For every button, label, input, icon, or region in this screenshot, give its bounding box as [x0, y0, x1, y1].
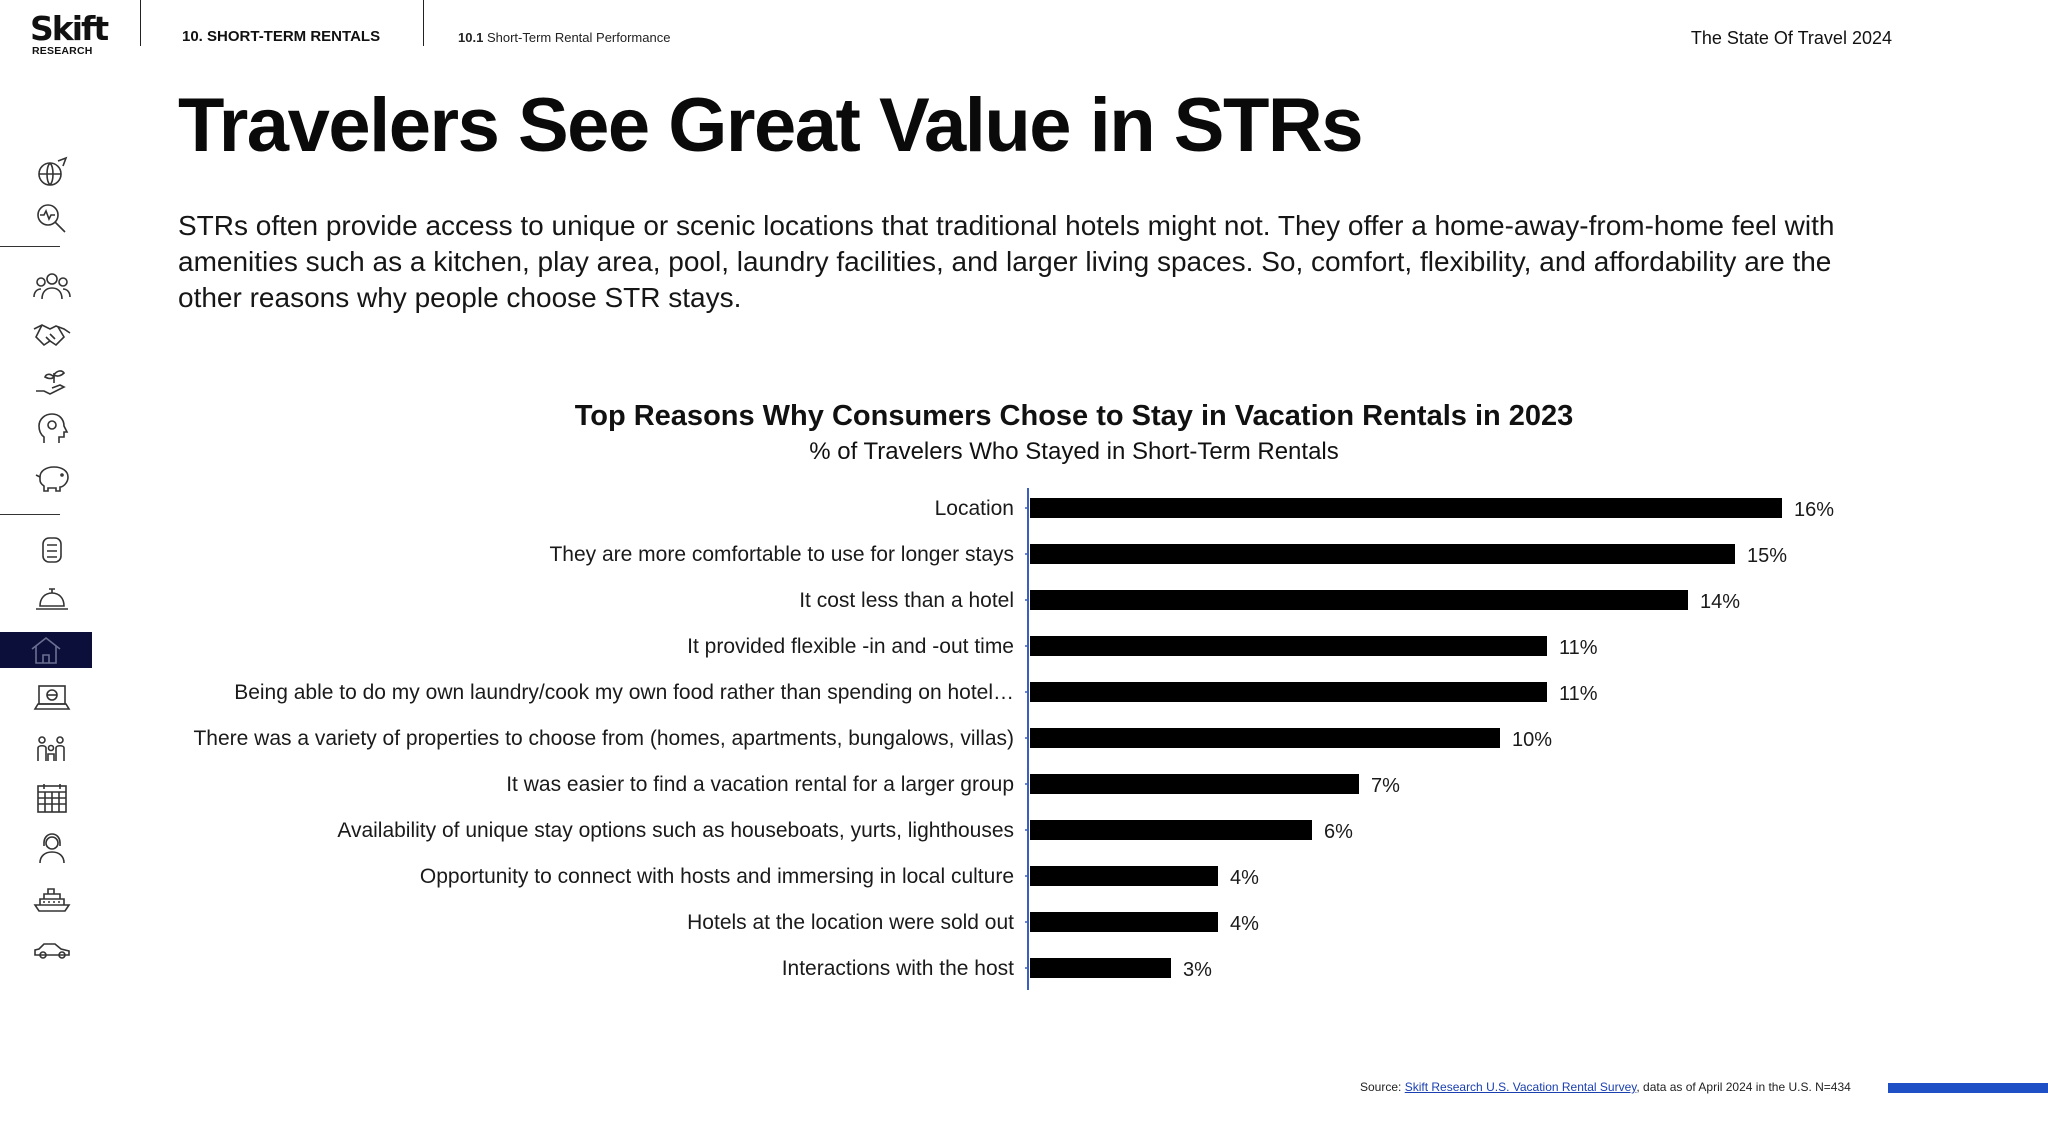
header-divider — [423, 0, 424, 46]
subsection-label[interactable]: 10.1 Short-Term Rental Performance — [458, 30, 670, 45]
house-icon[interactable] — [0, 632, 92, 668]
bar[interactable] — [1030, 774, 1359, 794]
category-label: Hotels at the location were sold out — [687, 911, 1014, 934]
source-suffix: , data as of April 2024 in the U.S. N=43… — [1636, 1080, 1851, 1094]
value-label: 4% — [1230, 867, 1259, 889]
sidebar-divider — [0, 514, 60, 515]
handshake-icon[interactable] — [30, 314, 74, 354]
category-label: Interactions with the host — [782, 957, 1014, 980]
intro-paragraph: STRs often provide access to unique or s… — [178, 210, 1835, 313]
chart-subtitle: % of Travelers Who Stayed in Short-Term … — [809, 438, 1339, 465]
bar[interactable] — [1030, 866, 1218, 886]
sidebar-divider — [0, 246, 60, 247]
category-label: They are more comfortable to use for lon… — [549, 543, 1014, 566]
category-label: Availability of unique stay options such… — [337, 819, 1014, 842]
category-label: Opportunity to connect with hosts and im… — [420, 865, 1014, 888]
person-headset-icon[interactable] — [30, 828, 74, 868]
report-title: The State Of Travel 2024 — [1690, 28, 1892, 48]
header-divider — [140, 0, 141, 46]
category-label: There was a variety of properties to cho… — [193, 727, 1014, 750]
people-group-icon[interactable] — [30, 266, 74, 306]
family-icon[interactable] — [30, 728, 74, 768]
bar[interactable] — [1030, 544, 1735, 564]
value-label: 11% — [1559, 683, 1598, 705]
value-label: 15% — [1747, 545, 1787, 567]
calendar-icon[interactable] — [30, 778, 74, 818]
subsection-title: Short-Term Rental Performance — [486, 30, 671, 45]
logo-wordmark: Skift — [30, 9, 109, 48]
category-label: It cost less than a hotel — [799, 589, 1014, 612]
logo-subtitle: RESEARCH — [32, 45, 93, 57]
bar[interactable] — [1030, 590, 1688, 610]
source-prefix: Source: — [1360, 1080, 1402, 1094]
service-bell-icon[interactable] — [30, 579, 74, 619]
chart-title: Top Reasons Why Consumers Chose to Stay … — [574, 400, 1574, 432]
value-label: 14% — [1700, 591, 1740, 613]
bar[interactable] — [1030, 728, 1500, 748]
cruise-ship-icon[interactable] — [30, 878, 74, 918]
piggy-bank-icon[interactable] — [30, 458, 74, 498]
category-label: It provided flexible -in and -out time — [687, 635, 1014, 658]
hand-plant-icon[interactable] — [30, 362, 74, 402]
footer-accent-bar — [1888, 1083, 2048, 1093]
bar[interactable] — [1030, 912, 1218, 932]
head-gears-icon[interactable] — [30, 408, 74, 448]
source-link[interactable]: Skift Research U.S. Vacation Rental Surv… — [1404, 1080, 1637, 1094]
category-label: It was easier to find a vacation rental … — [506, 773, 1014, 796]
subsection-number: 10.1 — [458, 30, 484, 45]
bar-chart: Location 16% They are more comfortable to … — [193, 488, 1834, 990]
value-label: 7% — [1371, 775, 1400, 797]
source-note: Source: Skift Research U.S. Vacation Ren… — [1360, 1080, 1851, 1094]
value-label: 16% — [1794, 499, 1834, 521]
bar[interactable] — [1030, 498, 1782, 518]
category-label: Being able to do my own laundry/cook my … — [234, 681, 1014, 704]
bar[interactable] — [1030, 636, 1547, 656]
bar[interactable] — [1030, 958, 1171, 978]
value-label: 11% — [1559, 637, 1598, 659]
globe-plane-icon[interactable] — [30, 152, 74, 192]
skift-research-logo[interactable]: Skift RESEARCH — [30, 12, 110, 60]
section-label[interactable]: 10. SHORT-TERM RENTALS — [182, 28, 381, 45]
magnify-pulse-icon[interactable] — [30, 198, 74, 238]
page-title: Travelers See Great Value in STRs — [178, 83, 1364, 168]
value-label: 10% — [1512, 729, 1552, 751]
car-icon[interactable] — [30, 930, 74, 970]
laptop-globe-icon[interactable] — [30, 678, 74, 718]
category-label: Location — [935, 497, 1014, 520]
bar[interactable] — [1030, 820, 1312, 840]
bar[interactable] — [1030, 682, 1547, 702]
value-label: 6% — [1324, 821, 1353, 843]
luggage-icon[interactable] — [30, 529, 74, 569]
value-label: 4% — [1230, 913, 1259, 935]
value-label: 3% — [1183, 959, 1212, 981]
